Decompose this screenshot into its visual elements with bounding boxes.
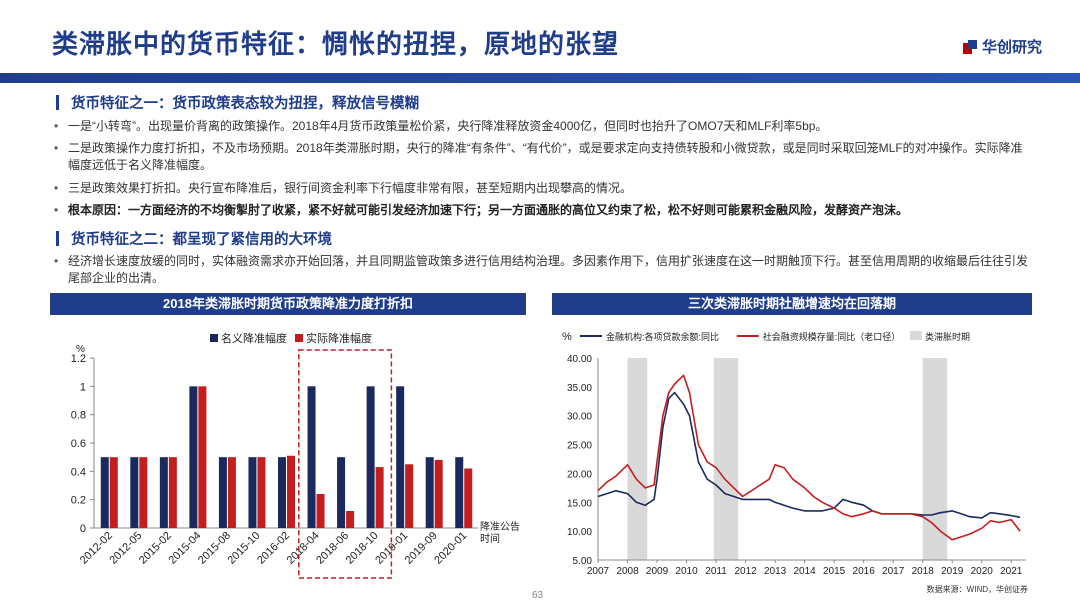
bar: [198, 386, 207, 528]
x-axis-label-line1: 降准公告: [480, 520, 520, 533]
bar: [337, 457, 346, 528]
page-number: 63: [532, 590, 544, 601]
bar: [346, 511, 355, 528]
x-tick-label: 2013: [764, 566, 787, 577]
bar: [257, 457, 266, 528]
series-line: [597, 374, 1021, 541]
data-source: 数据来源：WIND，华创证券: [926, 585, 1028, 594]
right-chart-title: 三次类滞胀时期社融增速均在回落期: [552, 293, 1032, 315]
legend-label: 社会融资规模存量:同比（老口径）: [763, 331, 901, 342]
header-divider: [0, 73, 1080, 83]
logo-text: 华创研究: [981, 39, 1042, 56]
x-tick-label: 2011: [705, 566, 727, 577]
legend-label: 名义降准幅度: [221, 331, 287, 345]
bullet-4: • 根本原因：一方面经济的不均衡掣肘了收紧，紧不好就可能引发经济加速下行；另一方面…: [54, 203, 909, 217]
line-chart: % 金融机构:各项贷款余额:同比 社会融资规模存量:同比（老口径） 类滞胀时期 5.00…: [562, 331, 1026, 577]
x-axis-label-line2: 时间: [480, 532, 500, 545]
y-tick-label: 25.00: [567, 441, 592, 452]
bar: [100, 457, 109, 528]
bar: [130, 457, 139, 528]
x-tick-label: 2017: [882, 566, 905, 577]
bar-chart: 名义降准幅度 实际降准幅度%00.20.40.60.811.22012-02201…: [71, 331, 520, 579]
y-tick-label: 0.8: [71, 410, 86, 422]
logo-icon: [962, 39, 977, 54]
legend-label: 金融机构:各项贷款余额:同比: [606, 331, 719, 342]
series-line: [597, 391, 1021, 519]
shaded-period: [627, 358, 648, 560]
bullet-5: • 经济增长速度放缓的同时，实体融资需求亦开始回落，并且同期监管政策多进行信用结构…: [54, 254, 1029, 285]
bar: [278, 457, 286, 528]
bar: [405, 464, 414, 528]
bar: [159, 457, 168, 528]
y-tick-label: 35.00: [567, 383, 592, 394]
bar: [366, 386, 375, 528]
bullet-1: • 一是“小转弯”。出现量价背离的政策操作。2018年4月货币政策量松价紧，央行降…: [54, 119, 828, 133]
bar: [434, 460, 443, 528]
x-tick-label: 2015: [823, 566, 846, 577]
x-tick-label: 2020: [971, 566, 994, 577]
y-axis-label: %: [562, 331, 572, 343]
legend-swatch: [295, 334, 303, 342]
legend-swatch: [910, 331, 922, 340]
y-tick-label: 30.00: [567, 412, 592, 423]
bar: [455, 457, 464, 528]
section-heading-2: 货币特征之二：都呈现了紧信用的大环境: [56, 228, 332, 249]
x-tick-label: 2019: [941, 566, 964, 577]
bar: [227, 457, 236, 528]
x-tick-label: 2010: [675, 566, 698, 577]
y-tick-label: 1.2: [71, 353, 86, 365]
y-tick-label: 40.00: [567, 354, 592, 365]
bar: [316, 494, 325, 528]
x-tick-label: 2009: [646, 566, 669, 577]
bar: [375, 467, 384, 528]
bar: [248, 457, 257, 528]
y-tick-label: 15.00: [567, 498, 592, 509]
x-tick-label: 2020-01: [432, 530, 469, 567]
y-tick-label: 5.00: [573, 556, 593, 567]
legend-label: 实际降准幅度: [306, 331, 372, 345]
x-tick-label: 2021: [1000, 566, 1023, 577]
bullet-2: • 二是政策操作力度打折扣，不及市场预期。2018年类滞胀时期，央行的降准“有条件…: [54, 141, 1023, 172]
bar: [139, 457, 148, 528]
y-tick-label: 20.00: [567, 469, 592, 480]
x-tick-label: 2012: [734, 566, 757, 577]
y-tick-label: 1: [80, 381, 86, 393]
x-tick-label: 2007: [587, 566, 610, 577]
y-tick-label: 0: [80, 523, 86, 535]
bar: [287, 455, 295, 528]
y-tick-label: 10.00: [567, 527, 592, 538]
bar: [168, 457, 177, 528]
bar: [189, 386, 198, 528]
y-tick-label: 0.6: [71, 438, 86, 450]
y-tick-label: 0.2: [71, 495, 86, 507]
bar: [218, 457, 227, 528]
x-tick-label: 2014: [793, 566, 816, 577]
legend-label: 类滞胀时期: [925, 331, 970, 342]
bar: [425, 457, 434, 528]
legend-swatch: [210, 334, 218, 342]
bar: [109, 457, 118, 528]
x-tick-label: 2018: [912, 566, 935, 577]
x-tick-label: 2008: [616, 566, 639, 577]
bar: [464, 468, 473, 528]
page-title: 类滞胀中的货币特征：惆怅的扭捏，原地的张望: [52, 29, 620, 59]
section-heading-1: 货币特征之一：货币政策表态较为扭捏，释放信号模糊: [56, 92, 419, 113]
y-axis-label: %: [76, 344, 85, 355]
bullet-3: • 三是政策效果打折扣。央行宣布降准后，银行间资金利率下行幅度非常有限，甚至短期内…: [54, 181, 633, 195]
left-chart-title: 2018年类滞胀时期货币政策降准力度打折扣: [50, 293, 526, 315]
y-tick-label: 0.4: [71, 466, 86, 478]
shaded-period: [922, 358, 948, 560]
x-tick-label: 2016: [853, 566, 876, 577]
brand-logo: 华创研究: [962, 36, 1042, 57]
bar: [307, 386, 316, 528]
shaded-period: [713, 358, 739, 560]
bar: [396, 386, 405, 528]
